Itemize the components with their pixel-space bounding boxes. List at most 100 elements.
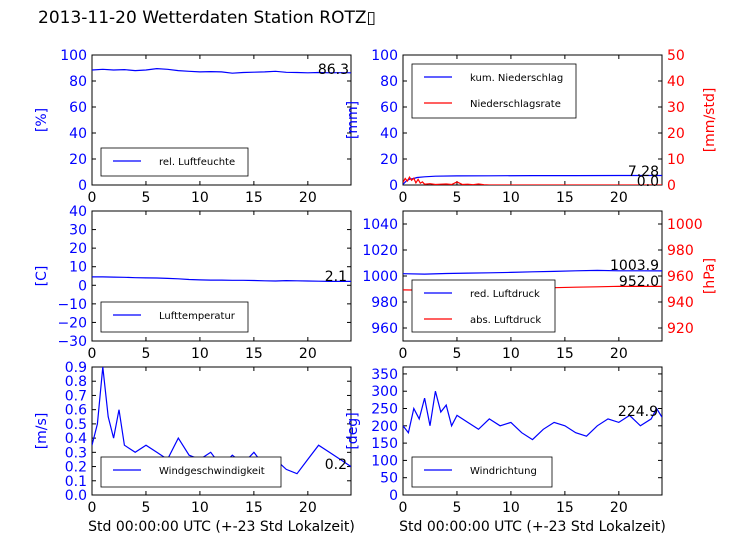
y-axis-label: [%]: [34, 108, 50, 132]
y-tick-label: 10: [69, 260, 87, 276]
series-line-1: [403, 269, 662, 275]
x-tick-label: 10: [502, 190, 520, 206]
y-axis-label: [mm]: [345, 101, 361, 139]
y-tick-label: 60: [69, 100, 87, 116]
x-tick-label: 15: [556, 346, 574, 362]
x-tick-label: 10: [502, 346, 520, 362]
panel-wind-speed: 0 5 10 15 200.00.10.20.30.40.50.60.70.80.9[m…: [34, 360, 355, 535]
x-tick-label: 20: [299, 190, 317, 206]
x-tick-label: 0: [88, 190, 97, 206]
legend-label: Windrichtung: [470, 466, 537, 477]
x-tick-label: 0: [399, 500, 408, 516]
y-tick-label: 980: [371, 295, 398, 311]
y-tick-label: 0: [78, 178, 87, 194]
y-right-tick-label: 40: [667, 74, 685, 90]
x-tick-label: 20: [610, 346, 628, 362]
legend-label: Niederschlagsrate: [470, 99, 561, 110]
current-value-right-label: 952.0: [619, 274, 659, 290]
legend-label: kum. Niederschlag: [470, 73, 563, 84]
x-tick-label: 5: [141, 190, 150, 206]
y-tick-label: 40: [69, 126, 87, 142]
y-right-tick-label: 980: [667, 243, 694, 259]
x-axis-label: Std 00:00:00 UTC (+-23 Std Lokalzeit): [88, 519, 355, 535]
y-right-tick-label: 960: [667, 269, 694, 285]
y-axis-label: [deg]: [345, 412, 361, 449]
panel-temperature: 0 5 10 15 20 −30 −20 −10 0 10 20 30 40 [C] 2.1 Lufttemp…: [34, 204, 352, 362]
y-tick-label: 0.6: [65, 403, 87, 419]
y-tick-label: 80: [380, 74, 398, 90]
x-tick-label: 10: [191, 190, 209, 206]
series-line-1: [92, 67, 351, 74]
y-tick-label: 0.9: [65, 360, 87, 376]
x-tick-label: 15: [245, 190, 263, 206]
legend-box: [411, 456, 553, 488]
x-tick-label: 5: [452, 190, 461, 206]
y-tick-label: 20: [69, 152, 87, 168]
panel-humidity: 0 5 10 15 20 0 20 40 60 80 100 [%] 86.3 rel. Luftfeuc…: [34, 48, 352, 206]
y-right-tick-label: 10: [667, 152, 685, 168]
current-value-right-label: 0.0: [637, 174, 659, 190]
y-tick-label: 1040: [362, 217, 398, 233]
y-tick-label: 20: [69, 241, 87, 257]
y-tick-label: 200: [371, 419, 398, 435]
x-tick-label: 15: [556, 190, 574, 206]
x-tick-label: 10: [191, 500, 209, 516]
current-value-label: 2.1: [325, 269, 347, 285]
panel-precipitation: 0 5 10 15 20 0 20 40 60 80 100 0 10 20 30 40 50 [mm] [mm/s…: [345, 48, 718, 206]
x-tick-label: 0: [399, 346, 408, 362]
y-tick-label: 1020: [362, 243, 398, 259]
series-line-1: [403, 391, 662, 441]
x-tick-label: 5: [452, 500, 461, 516]
legend-box: [100, 147, 249, 177]
x-tick-label: 20: [610, 500, 628, 516]
y-tick-label: 150: [371, 436, 398, 452]
y-tick-label: 50: [380, 471, 398, 487]
y-right-tick-label: 30: [667, 100, 685, 116]
y-tick-label: 0.0: [65, 488, 87, 504]
y-tick-label: 0: [78, 278, 87, 294]
x-tick-label: 5: [141, 500, 150, 516]
y-tick-label: 0.5: [65, 417, 87, 433]
y-tick-label: 40: [380, 126, 398, 142]
series-line-1: [403, 174, 662, 185]
x-tick-label: 15: [245, 500, 263, 516]
y-tick-label: 40: [69, 204, 87, 220]
legend-box: [100, 301, 249, 333]
y-right-tick-label: 20: [667, 126, 685, 142]
y-tick-label: 960: [371, 321, 398, 337]
y-tick-label: 60: [380, 100, 398, 116]
x-tick-label: 15: [556, 500, 574, 516]
x-tick-label: 0: [399, 190, 408, 206]
legend-box: [100, 456, 282, 488]
y-right-tick-label: 920: [667, 321, 694, 337]
y-tick-label: 100: [371, 48, 398, 64]
legend-label: red. Luftdruck: [470, 289, 540, 300]
y-tick-label: −30: [57, 334, 87, 350]
current-value-label: 0.2: [325, 457, 347, 473]
y-tick-label: 100: [371, 453, 398, 469]
series-line-2: [403, 176, 662, 185]
legend-box: [411, 63, 577, 119]
x-tick-label: 20: [299, 500, 317, 516]
y-right-axis-label: [hPa]: [702, 258, 718, 294]
y-tick-label: 350: [371, 367, 398, 383]
y-tick-label: 0.7: [65, 388, 87, 404]
series-line-1: [92, 276, 351, 282]
y-right-tick-label: 1000: [667, 217, 703, 233]
y-tick-label: 0.8: [65, 374, 87, 390]
current-value-label: 86.3: [318, 62, 349, 78]
y-right-tick-label: 0: [667, 178, 676, 194]
x-axis-label: Std 00:00:00 UTC (+-23 Std Lokalzeit): [399, 519, 666, 535]
y-tick-label: 80: [69, 74, 87, 90]
x-tick-label: 5: [141, 346, 150, 362]
legend-label: Lufttemperatur: [159, 311, 236, 322]
y-tick-label: 0.1: [65, 474, 87, 490]
x-tick-label: 5: [452, 346, 461, 362]
x-tick-label: 0: [88, 346, 97, 362]
x-tick-label: 10: [191, 346, 209, 362]
x-tick-label: 15: [245, 346, 263, 362]
y-tick-label: −20: [57, 315, 87, 331]
current-value-label: 1003.9: [610, 258, 659, 274]
y-axis-label: [m/s]: [34, 413, 50, 450]
y-right-tick-label: 50: [667, 48, 685, 64]
